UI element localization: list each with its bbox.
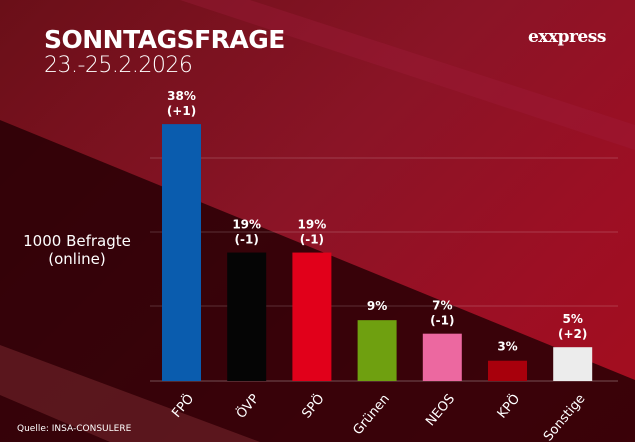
bar-neos [422,333,462,381]
value-label: 3% [497,340,517,354]
category-label: Grünen [350,392,392,439]
category-label: NEOS [423,392,458,430]
category-label: SPÖ [298,390,328,421]
bar-fpö [162,124,201,382]
bar-sonstige [553,347,593,381]
bar-övp [227,252,267,381]
sample-method: (online) [48,250,106,268]
source-label: Quelle: INSA-CONSULERE [17,424,132,434]
chart-date: 23.-25.2.2026 [44,53,193,78]
background-band [180,0,635,150]
sample-size: 1000 Befragte [23,232,131,250]
exxpress-logo: exxpress [528,27,606,47]
change-label: (-1) [300,233,324,247]
bar-grünen [357,320,397,381]
change-label: (-1) [430,314,454,328]
value-label: 9% [367,299,387,313]
sample-note: 1000 Befragte (online) [18,232,136,268]
category-label: ÖVP [232,390,262,422]
category-label: KPÖ [493,390,523,421]
value-label: 5% [563,312,583,326]
value-label: 19% [298,218,327,232]
background-band [0,345,260,442]
value-label: 38% [167,89,196,103]
category-label: Sonstige [541,392,589,442]
bar-spö [292,252,332,381]
change-label: (+1) [167,104,196,118]
change-label: (-1) [235,233,259,247]
bar-kpö [488,360,527,381]
category-label: FPÖ [168,390,197,421]
change-label: (+2) [558,327,587,341]
value-label: 19% [232,218,261,232]
chart-title: SONNTAGSFRAGE [44,25,285,54]
value-label: 7% [432,299,452,313]
